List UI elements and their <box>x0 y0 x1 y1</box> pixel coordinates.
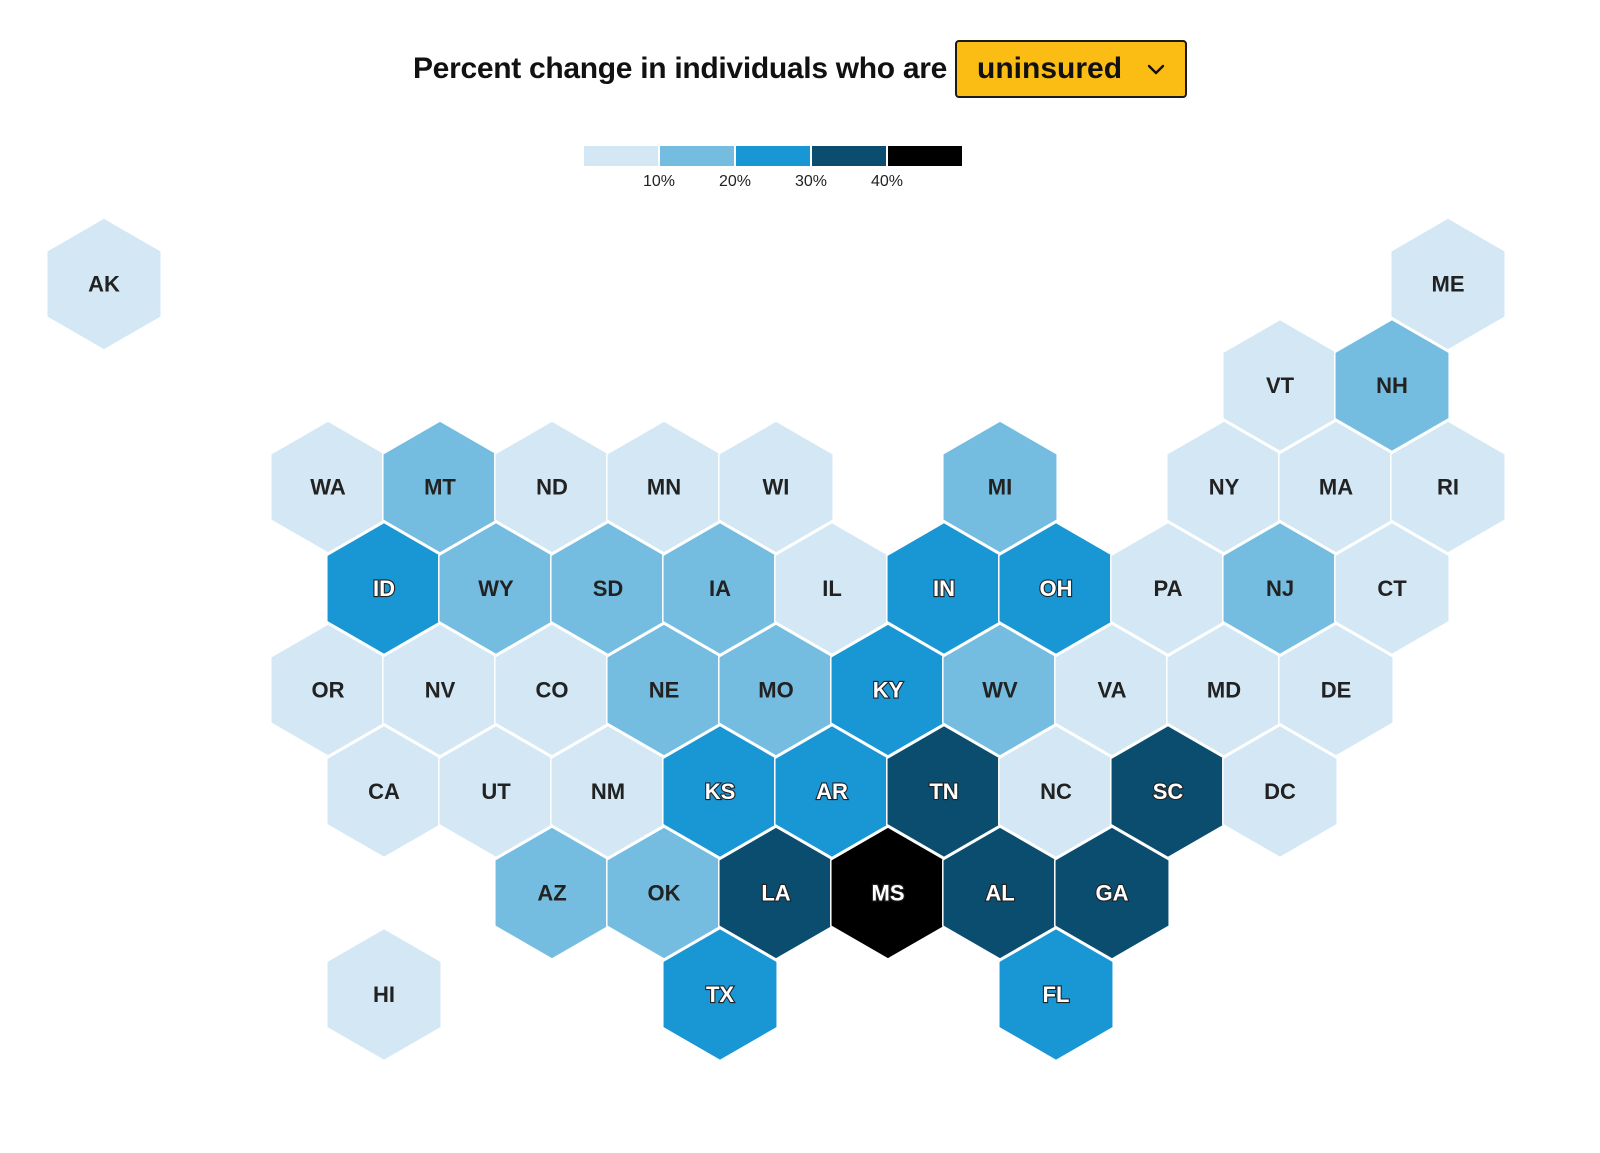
legend-tick-label: 40% <box>871 173 903 190</box>
header: Percent change in individuals who are un… <box>0 40 1600 98</box>
state-label-sd: SD <box>593 576 624 601</box>
dropdown-selected-value: uninsured <box>977 52 1123 85</box>
state-label-vt: VT <box>1266 373 1295 398</box>
legend-swatch <box>888 146 962 166</box>
state-hex-wi[interactable] <box>718 420 834 554</box>
state-label-pa: PA <box>1154 576 1183 601</box>
state-label-ia: IA <box>709 576 731 601</box>
state-hex-me[interactable] <box>1390 217 1506 351</box>
state-label-wi: WI <box>763 475 790 500</box>
legend-tick-label: 20% <box>719 173 751 190</box>
state-hex-ak[interactable] <box>46 217 162 351</box>
state-label-az: AZ <box>537 881 566 906</box>
state-label-ca: CA <box>368 779 400 804</box>
state-label-il: IL <box>822 576 842 601</box>
state-label-ky: KY <box>873 678 904 703</box>
state-label-mt: MT <box>424 475 456 500</box>
state-label-fl: FL <box>1043 982 1070 1007</box>
state-label-hi: HI <box>373 982 395 1007</box>
state-label-wy: WY <box>478 576 514 601</box>
state-label-ct: CT <box>1377 576 1407 601</box>
state-label-de: DE <box>1321 678 1352 703</box>
state-label-nj: NJ <box>1266 576 1294 601</box>
state-hex-ga[interactable] <box>1054 826 1170 960</box>
chevron-down-icon <box>1147 64 1165 75</box>
legend-swatch <box>812 146 886 166</box>
state-label-tn: TN <box>929 779 958 804</box>
state-label-oh: OH <box>1040 576 1073 601</box>
state-label-ga: GA <box>1096 881 1129 906</box>
state-label-ar: AR <box>816 779 848 804</box>
state-label-mo: MO <box>758 678 793 703</box>
state-label-me: ME <box>1432 272 1465 297</box>
state-label-ne: NE <box>649 678 680 703</box>
state-hex-hi[interactable] <box>326 927 442 1062</box>
state-label-sc: SC <box>1153 779 1184 804</box>
legend-tick-label: 30% <box>795 173 827 190</box>
state-hex-ct[interactable] <box>1334 521 1450 656</box>
state-label-in: IN <box>933 576 955 601</box>
state-label-mi: MI <box>988 475 1012 500</box>
state-label-nc: NC <box>1040 779 1072 804</box>
state-label-wa: WA <box>310 475 346 500</box>
legend-tick-label: 10% <box>643 173 675 190</box>
state-label-tx: TX <box>706 982 734 1007</box>
state-hex-tx[interactable] <box>662 927 778 1062</box>
state-label-id: ID <box>373 576 395 601</box>
state-hex-fl[interactable] <box>998 927 1114 1062</box>
state-label-mn: MN <box>647 475 681 500</box>
state-label-ma: MA <box>1319 475 1353 500</box>
state-label-md: MD <box>1207 678 1241 703</box>
state-label-ak: AK <box>88 272 120 297</box>
state-label-or: OR <box>312 678 345 703</box>
state-label-nd: ND <box>536 475 568 500</box>
state-hex-dc[interactable] <box>1222 724 1338 859</box>
legend-swatch <box>584 146 658 166</box>
state-hex-mi[interactable] <box>942 420 1058 554</box>
state-label-co: CO <box>536 678 569 703</box>
legend-swatch <box>660 146 734 166</box>
state-label-nv: NV <box>425 678 456 703</box>
state-label-ut: UT <box>481 779 511 804</box>
state-label-ks: KS <box>705 779 736 804</box>
state-label-al: AL <box>985 881 1014 906</box>
state-hex-ri[interactable] <box>1390 420 1506 554</box>
state-label-nh: NH <box>1376 373 1408 398</box>
page-title: Percent change in individuals who are <box>412 52 948 85</box>
state-label-ms: MS <box>872 881 905 906</box>
state-label-ok: OK <box>648 881 681 906</box>
state-label-nm: NM <box>591 779 625 804</box>
state-label-la: LA <box>761 881 790 906</box>
color-legend: 10% 20% 30% 40% <box>584 146 962 190</box>
state-label-dc: DC <box>1264 779 1296 804</box>
state-label-wv: WV <box>982 678 1018 703</box>
legend-swatch <box>736 146 810 166</box>
state-label-ny: NY <box>1209 475 1240 500</box>
state-label-ri: RI <box>1437 475 1459 500</box>
state-label-va: VA <box>1098 678 1127 703</box>
state-hex-nh[interactable] <box>1334 318 1450 453</box>
insurance-type-dropdown[interactable]: uninsured <box>955 40 1188 98</box>
state-hex-de[interactable] <box>1278 623 1394 757</box>
